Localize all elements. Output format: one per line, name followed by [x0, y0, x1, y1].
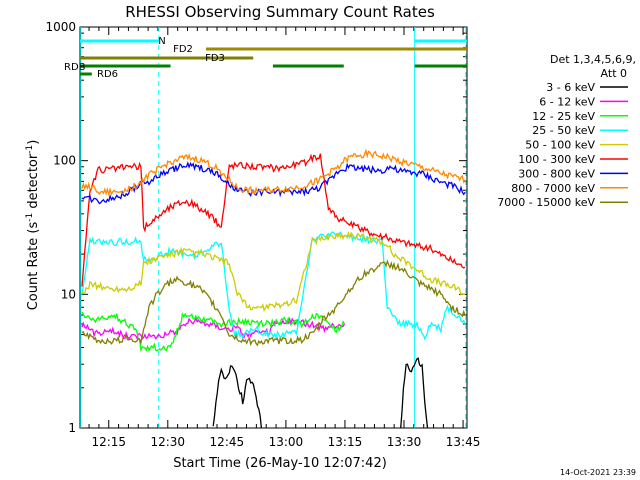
state-label-rd6: RD6 [97, 69, 118, 80]
state-label-rdb: RDB [64, 62, 86, 73]
series-line-3-6-keV-b [400, 357, 429, 429]
x-tick-label: 13:45 [446, 435, 481, 449]
legend-label: 800 - 7000 keV [511, 182, 595, 195]
y-tick-label: 1 [68, 421, 76, 435]
legend-label: 12 - 25 keV [532, 110, 595, 123]
x-tick-label: 12:15 [91, 435, 126, 449]
plot-area: 1 10 100 1000 12:15 12:30 12:45 13:00 13:15 13:30… [45, 20, 480, 449]
series-line-7000-15000-keV [81, 259, 466, 347]
legend-label: 300 - 800 keV [518, 167, 595, 180]
legend-label: 3 - 6 keV [546, 81, 595, 94]
x-tick-label: 13:15 [328, 435, 363, 449]
x-tick-label: 12:45 [210, 435, 245, 449]
x-axis-label: Start Time (26-May-10 12:07:42) [173, 456, 387, 471]
x-tick-label: 13:00 [269, 435, 304, 449]
x-tick-label: 12:30 [150, 435, 185, 449]
chart-title: RHESSI Observing Summary Count Rates [125, 3, 435, 21]
series-line-300-800-keV [81, 161, 466, 205]
plot-frame [79, 26, 468, 429]
series-line-12-25-keV [81, 311, 346, 353]
y-tick-label: 10 [61, 287, 76, 301]
state-label-n: N [158, 36, 165, 47]
series-line-100-300-keV [81, 153, 466, 287]
y-tick-label: 100 [53, 154, 76, 168]
state-label-fd3: FD3 [205, 53, 225, 64]
series-line-50-100-keV [81, 231, 466, 313]
y-axis-label: Count Rate (s-1 detector-1) [25, 140, 41, 311]
y-tick-label: 1000 [45, 20, 76, 34]
legend-label: 25 - 50 keV [532, 124, 595, 137]
legend-label: 50 - 100 keV [525, 139, 595, 152]
legend-label: 7000 - 15000 keV [497, 196, 595, 209]
state-label-fd2: FD2 [173, 44, 193, 55]
series-line-800-7000-keV [81, 148, 466, 197]
legend-label: 6 - 12 keV [539, 95, 595, 108]
series-line-25-50-keV [81, 230, 466, 341]
legend-title-line1: Det 1,3,4,5,6,9, [550, 53, 636, 66]
series-line-3-6-keV [212, 365, 263, 429]
generated-timestamp: 14-Oct-2021 23:39 [560, 468, 636, 477]
x-tick-label: 13:30 [387, 435, 422, 449]
legend-label: 100 - 300 keV [518, 153, 595, 166]
legend-title-line2: Att 0 [601, 67, 627, 80]
